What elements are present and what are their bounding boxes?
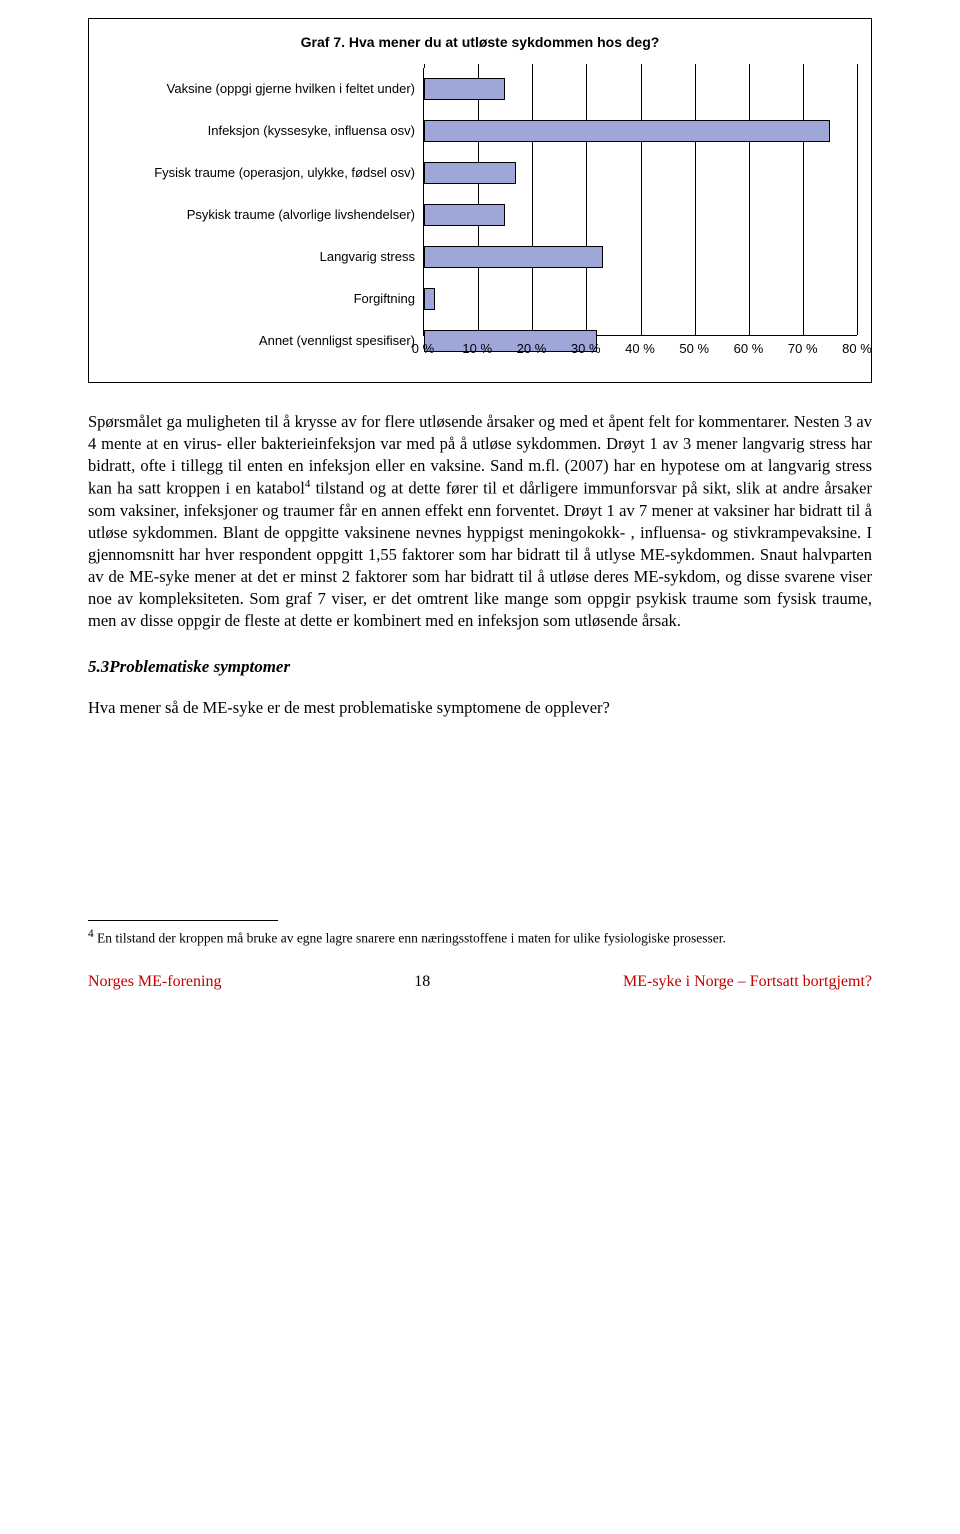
chart-y-label: Annet (vennligst spesifiser) [103,320,423,362]
chart-gridline [478,68,479,335]
footnote-text: En tilstand der kroppen må bruke av egne… [94,930,726,945]
section-heading: 5.3Problematiske symptomer [88,656,872,679]
chart-tick [641,64,642,68]
chart-bar [424,162,516,184]
chart-gridline [641,68,642,335]
page-footer: Norges ME-forening 18 ME-syke i Norge – … [88,971,872,993]
chart-gridline [532,68,533,335]
footnote-4: 4 En tilstand der kroppen må bruke av eg… [88,927,872,948]
body-paragraph-2: Hva mener så de ME-syke er de mest probl… [88,697,872,719]
footer-right: ME-syke i Norge – Fortsatt bortgjemt? [623,971,872,993]
chart-y-labels: Vaksine (oppgi gjerne hvilken i feltet u… [103,68,423,362]
chart-x-tick-label: 20 % [517,340,547,358]
chart-x-tick-label: 50 % [679,340,709,358]
chart-gridline [586,68,587,335]
chart-y-label: Forgiftning [103,278,423,320]
chart-x-tick-label: 70 % [788,340,818,358]
chart-bar [424,204,505,226]
chart-tick [586,64,587,68]
chart-container: Graf 7. Hva mener du at utløste sykdomme… [88,18,872,383]
chart-title: Graf 7. Hva mener du at utløste sykdomme… [103,33,857,52]
body-paragraph-1: Spørsmålet ga muligheten til å krysse av… [88,411,872,633]
chart-tick [478,64,479,68]
chart-x-tick-label: 0 % [412,340,434,358]
chart-bar [424,246,603,268]
chart-x-tick-label: 60 % [734,340,764,358]
footer-left: Norges ME-forening [88,971,221,993]
chart-bar [424,288,435,310]
chart-y-label: Psykisk traume (alvorlige livshendelser) [103,194,423,236]
chart-tick [424,64,425,68]
chart-x-tick-label: 80 % [842,340,872,358]
chart-gridline [857,68,858,335]
chart-gridline [695,68,696,335]
footnote-separator [88,920,278,921]
chart-bar [424,120,830,142]
chart-tick [749,64,750,68]
chart-y-label: Fysisk traume (operasjon, ulykke, fødsel… [103,152,423,194]
chart-x-axis: 0 %10 %20 %30 %40 %50 %60 %70 %80 % [423,340,857,362]
chart-x-tick-label: 10 % [462,340,492,358]
chart-tick [695,64,696,68]
chart-tick [803,64,804,68]
chart-tick [532,64,533,68]
chart-gridline [749,68,750,335]
chart-plot-wrap: Vaksine (oppgi gjerne hvilken i feltet u… [103,68,857,362]
body-text-span: tilstand og at dette fører til et dårlig… [88,479,872,631]
chart-bar [424,78,505,100]
chart-y-label: Vaksine (oppgi gjerne hvilken i feltet u… [103,68,423,110]
chart-y-label: Langvarig stress [103,236,423,278]
chart-plot-area [423,68,857,336]
footer-page-number: 18 [414,971,430,993]
chart-tick [857,64,858,68]
chart-gridline [803,68,804,335]
chart-x-tick-label: 40 % [625,340,655,358]
chart-y-label: Infeksjon (kyssesyke, influensa osv) [103,110,423,152]
chart-x-tick-label: 30 % [571,340,601,358]
